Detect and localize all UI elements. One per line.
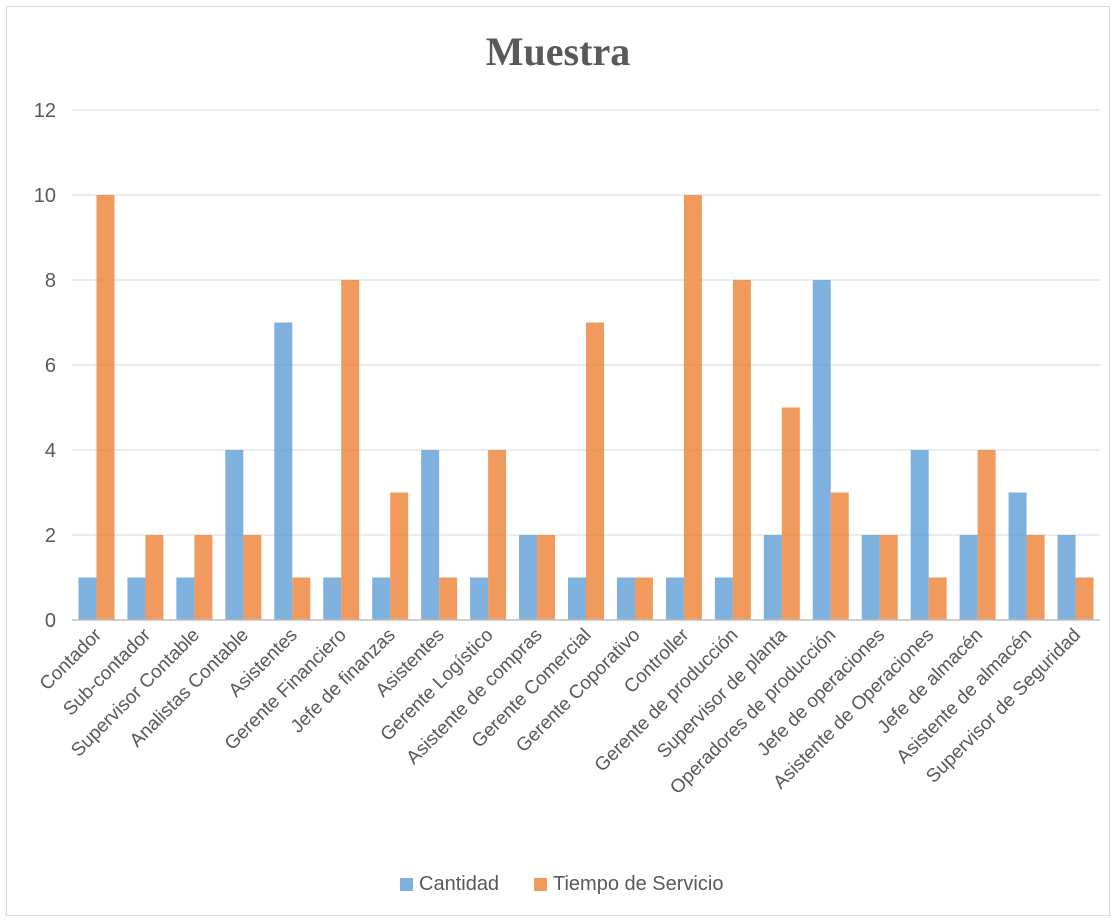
y-tick-label: 12: [34, 100, 56, 122]
bar-tiempo-de-servicio: [390, 493, 408, 621]
bar-cantidad: [421, 450, 439, 620]
bar-tiempo-de-servicio: [782, 408, 800, 621]
y-tick-label: 0: [45, 610, 56, 632]
bar-cantidad: [764, 535, 782, 620]
bar-cantidad: [470, 578, 488, 621]
bar-tiempo-de-servicio: [488, 450, 506, 620]
bar-cantidad: [225, 450, 243, 620]
bar-tiempo-de-servicio: [96, 195, 114, 620]
bar-tiempo-de-servicio: [537, 535, 555, 620]
bar-tiempo-de-servicio: [880, 535, 898, 620]
y-tick-label: 8: [45, 270, 56, 292]
bar-cantidad: [568, 578, 586, 621]
legend-swatch: [400, 878, 413, 891]
bar-tiempo-de-servicio: [439, 578, 457, 621]
bar-cantidad: [274, 323, 292, 621]
bar-tiempo-de-servicio: [978, 450, 996, 620]
bar-cantidad: [372, 578, 390, 621]
bars: [78, 195, 1093, 620]
bar-tiempo-de-servicio: [586, 323, 604, 621]
bar-cantidad: [862, 535, 880, 620]
bar-cantidad: [127, 578, 145, 621]
legend-label: Tiempo de Servicio: [553, 873, 723, 895]
y-tick-label: 4: [45, 440, 56, 462]
bar-tiempo-de-servicio: [831, 493, 849, 621]
y-tick-label: 2: [45, 525, 56, 547]
y-axis-ticks: 0 2 4 6 8 10 12: [34, 100, 56, 632]
bar-cantidad: [911, 450, 929, 620]
bar-tiempo-de-servicio: [341, 280, 359, 620]
bar-tiempo-de-servicio: [145, 535, 163, 620]
legend-swatch: [534, 878, 547, 891]
bar-cantidad: [519, 535, 537, 620]
bar-cantidad: [666, 578, 684, 621]
bar-cantidad: [176, 578, 194, 621]
bar-cantidad: [960, 535, 978, 620]
bar-tiempo-de-servicio: [733, 280, 751, 620]
legend: Cantidad Tiempo de Servicio: [400, 873, 723, 895]
bar-tiempo-de-servicio: [929, 578, 947, 621]
bar-tiempo-de-servicio: [635, 578, 653, 621]
bar-cantidad: [1058, 535, 1076, 620]
bar-cantidad: [715, 578, 733, 621]
bar-tiempo-de-servicio: [684, 195, 702, 620]
y-tick-label: 6: [45, 355, 56, 377]
bar-tiempo-de-servicio: [243, 535, 261, 620]
bar-cantidad: [1009, 493, 1027, 621]
legend-label: Cantidad: [419, 873, 499, 895]
bar-cantidad: [78, 578, 96, 621]
bar-tiempo-de-servicio: [1027, 535, 1045, 620]
bar-cantidad: [323, 578, 341, 621]
bar-tiempo-de-servicio: [292, 578, 310, 621]
bar-tiempo-de-servicio: [1076, 578, 1094, 621]
y-tick-label: 10: [34, 185, 56, 207]
bar-cantidad: [617, 578, 635, 621]
bar-tiempo-de-servicio: [194, 535, 212, 620]
bar-cantidad: [813, 280, 831, 620]
